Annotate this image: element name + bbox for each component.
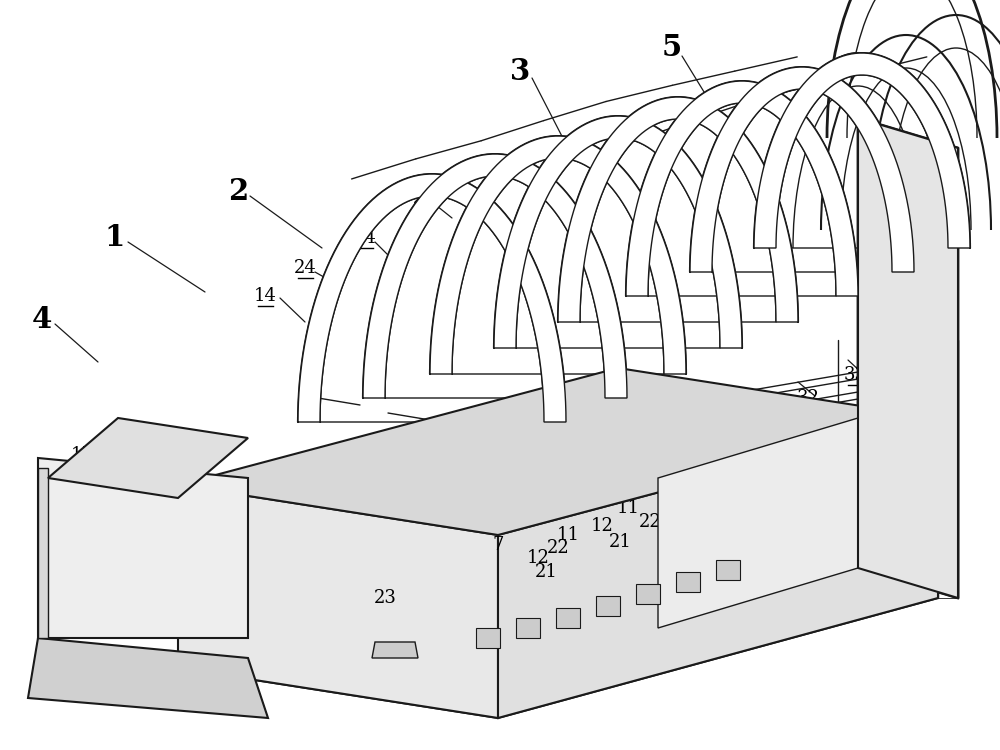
Text: 1: 1 — [105, 224, 125, 253]
Text: 22: 22 — [547, 539, 569, 557]
Polygon shape — [28, 638, 268, 718]
Text: 6: 6 — [687, 439, 699, 457]
Text: 2: 2 — [228, 178, 248, 206]
Polygon shape — [516, 618, 540, 638]
Text: 32: 32 — [797, 389, 819, 407]
Polygon shape — [858, 118, 958, 598]
Text: 31: 31 — [761, 411, 784, 429]
Polygon shape — [676, 572, 700, 592]
Polygon shape — [494, 116, 742, 348]
Text: 7: 7 — [492, 536, 504, 554]
Polygon shape — [690, 67, 914, 272]
Polygon shape — [430, 136, 686, 374]
Text: 11: 11 — [616, 499, 640, 517]
Text: 21: 21 — [535, 563, 557, 581]
Polygon shape — [558, 97, 798, 322]
Polygon shape — [48, 418, 248, 498]
Text: 11: 11 — [556, 526, 580, 544]
Text: 5: 5 — [662, 34, 682, 62]
Text: 24: 24 — [294, 259, 316, 277]
Text: 12: 12 — [527, 549, 549, 567]
Text: 13: 13 — [736, 435, 760, 453]
Polygon shape — [716, 560, 740, 580]
Text: 21: 21 — [609, 533, 631, 551]
Polygon shape — [658, 418, 858, 628]
Polygon shape — [476, 628, 500, 648]
Polygon shape — [178, 368, 938, 535]
Polygon shape — [178, 548, 938, 718]
Polygon shape — [363, 154, 627, 398]
Polygon shape — [178, 485, 498, 718]
Polygon shape — [626, 81, 858, 296]
Text: 22: 22 — [639, 513, 661, 531]
Polygon shape — [298, 174, 566, 422]
Polygon shape — [596, 596, 620, 616]
Text: 14: 14 — [254, 287, 276, 305]
Polygon shape — [754, 53, 970, 248]
Polygon shape — [38, 458, 248, 638]
Text: 3: 3 — [510, 58, 530, 86]
Polygon shape — [372, 642, 418, 658]
Polygon shape — [556, 608, 580, 628]
Polygon shape — [498, 418, 938, 718]
Text: 12: 12 — [591, 517, 613, 535]
Polygon shape — [38, 468, 48, 638]
Text: 23: 23 — [374, 589, 396, 607]
Text: 14: 14 — [354, 229, 376, 247]
Text: 4: 4 — [32, 305, 52, 334]
Text: 17: 17 — [71, 446, 93, 464]
Text: 24: 24 — [413, 189, 435, 207]
Text: 33: 33 — [844, 366, 866, 384]
Polygon shape — [636, 584, 660, 604]
